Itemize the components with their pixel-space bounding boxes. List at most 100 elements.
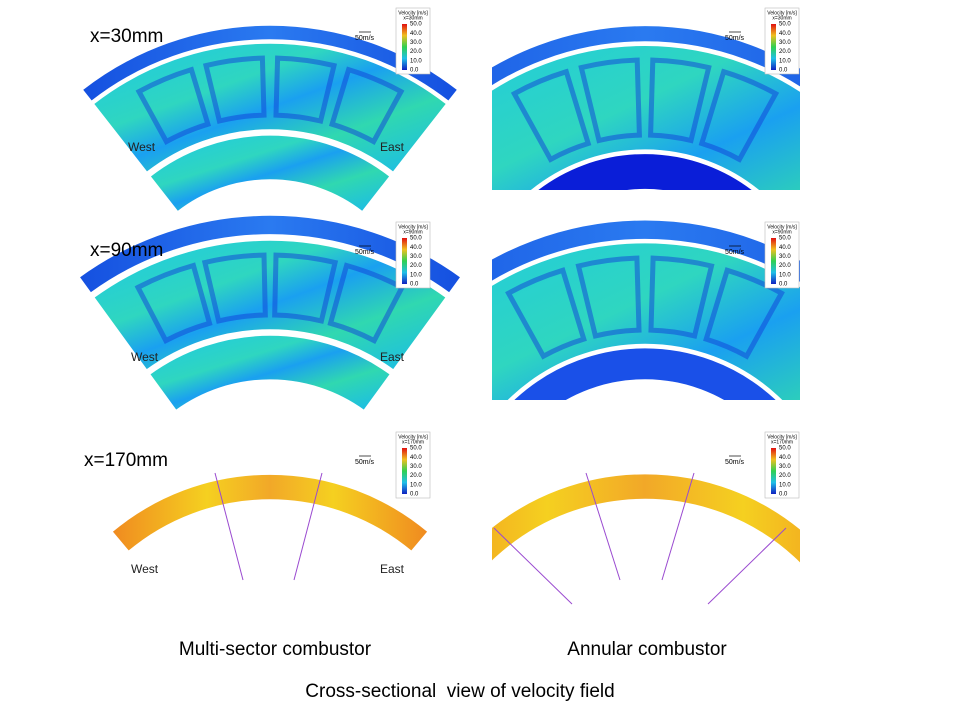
legend-title: Velocity [m/s] — [767, 224, 797, 230]
recirculation-zone — [703, 267, 785, 360]
legend-title: Velocity [m/s] — [398, 434, 428, 440]
row-label: x=90mm — [90, 240, 163, 261]
legend-tick: 10.0 — [410, 58, 422, 64]
legend-tick: 30.0 — [410, 254, 422, 260]
legend-title: Velocity [m/s] — [398, 10, 428, 16]
legend-tick: 40.0 — [410, 455, 422, 461]
side-label: East — [380, 350, 405, 364]
recirculation-zone — [272, 252, 339, 324]
field-images — [77, 24, 800, 565]
annulus — [110, 473, 430, 553]
field-image — [492, 472, 800, 565]
color-bar — [771, 448, 776, 494]
recirculation-zone — [698, 68, 780, 163]
legend-subtitle: x=170mm — [402, 439, 424, 445]
legend-tick: 20.0 — [779, 49, 791, 55]
legend-tick: 0.0 — [779, 282, 788, 288]
legend-tick: 50.0 — [410, 22, 422, 28]
arrow-label: 50m/s — [355, 459, 375, 466]
legend-tick: 20.0 — [410, 473, 422, 479]
recirculation-zone — [273, 55, 338, 125]
legend-box — [764, 431, 800, 499]
legend-tick: 50.0 — [779, 22, 791, 28]
field-image — [77, 214, 463, 412]
legend-tick: 50.0 — [779, 446, 791, 452]
legend-tick: 40.0 — [779, 245, 791, 251]
legend-tick: 30.0 — [410, 464, 422, 470]
annulus — [148, 134, 392, 213]
recirculation-zone — [648, 57, 712, 144]
legend-tick: 30.0 — [410, 40, 422, 46]
recirculation-zone — [134, 262, 213, 344]
legend-subtitle: x=90mm — [403, 229, 422, 235]
legend-box — [764, 221, 800, 289]
legend-tick: 40.0 — [410, 31, 422, 37]
legend-tick: 40.0 — [410, 245, 422, 251]
row-label: x=30mm — [90, 26, 163, 47]
annulus — [77, 214, 463, 295]
legend-tick: 20.0 — [410, 263, 422, 269]
field-image — [81, 24, 459, 213]
recirculation-zone — [505, 267, 587, 360]
legend-tick: 0.0 — [410, 68, 419, 74]
legend-tick: 30.0 — [779, 40, 791, 46]
side-label: West — [128, 140, 156, 154]
annulus — [536, 152, 754, 190]
legend-tick: 0.0 — [779, 492, 788, 498]
recirculation-zone — [648, 255, 715, 339]
annulus — [92, 239, 448, 372]
legend-tick: 10.0 — [779, 58, 791, 64]
recirculation-zone — [578, 57, 642, 144]
annulus — [492, 220, 800, 284]
side-label: East — [380, 562, 405, 576]
field-image — [492, 24, 800, 190]
legend-subtitle: x=30mm — [403, 15, 422, 21]
legend-subtitle: x=90mm — [772, 229, 791, 235]
color-bar — [771, 238, 776, 284]
side-label: West — [131, 350, 159, 364]
legend-tick: 30.0 — [779, 464, 791, 470]
legend-tick: 10.0 — [410, 272, 422, 278]
field-image — [110, 473, 430, 553]
legend-box — [395, 7, 431, 75]
recirculation-zone — [510, 68, 592, 163]
legend-tick: 0.0 — [410, 282, 419, 288]
arrow-label: 50m/s — [355, 249, 375, 256]
recirculation-zone — [135, 66, 212, 145]
legend-tick: 10.0 — [779, 272, 791, 278]
column-caption: Multi-sector combustor — [179, 639, 372, 660]
column-caption: Annular combustor — [567, 639, 727, 660]
legend-title: Velocity [m/s] — [767, 434, 797, 440]
legend-tick: 30.0 — [779, 254, 791, 260]
legend-title: Velocity [m/s] — [398, 224, 428, 230]
annulus — [148, 334, 392, 412]
recirculation-zone — [328, 66, 405, 145]
legend-tick: 50.0 — [779, 236, 791, 242]
recirculation-zone — [575, 255, 642, 339]
annulus — [492, 24, 800, 89]
legend-tick: 50.0 — [410, 236, 422, 242]
legend-subtitle: x=170mm — [771, 439, 793, 445]
annulus — [492, 472, 800, 565]
annulus — [512, 346, 778, 400]
color-bar — [402, 238, 407, 284]
legend-box — [395, 431, 431, 499]
color-bar — [402, 448, 407, 494]
field-image — [492, 220, 800, 400]
arrow-label: 50m/s — [725, 249, 745, 256]
color-bar — [771, 24, 776, 70]
legend-tick: 20.0 — [779, 473, 791, 479]
recirculation-zone — [327, 262, 406, 344]
color-bar — [402, 24, 407, 70]
legend-tick: 20.0 — [410, 49, 422, 55]
legend-tick: 0.0 — [410, 492, 419, 498]
side-label: East — [380, 140, 405, 154]
legend-tick: 10.0 — [410, 482, 422, 488]
row-label: x=170mm — [84, 450, 168, 471]
